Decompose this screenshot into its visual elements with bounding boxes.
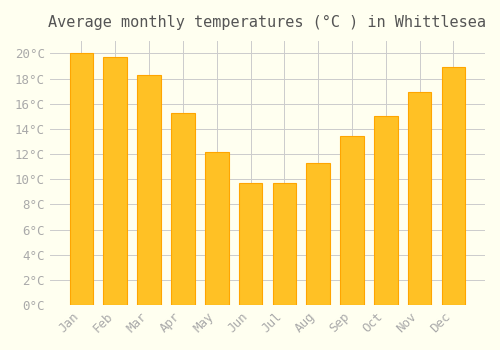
Bar <box>374 116 398 305</box>
Bar <box>340 136 364 305</box>
Bar <box>70 54 94 305</box>
Bar <box>205 152 229 305</box>
Bar <box>138 75 161 305</box>
Bar <box>171 113 194 305</box>
Bar <box>238 183 262 305</box>
Bar <box>408 92 432 305</box>
Bar <box>442 67 465 305</box>
Bar <box>104 57 127 305</box>
Bar <box>306 163 330 305</box>
Title: Average monthly temperatures (°C ) in Whittlesea: Average monthly temperatures (°C ) in Wh… <box>48 15 486 30</box>
Bar <box>272 183 296 305</box>
